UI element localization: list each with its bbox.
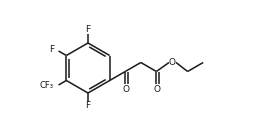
Text: F: F [85,102,90,111]
Text: CF₃: CF₃ [39,82,54,91]
Text: F: F [85,25,90,35]
Text: O: O [169,58,175,67]
Text: O: O [123,85,130,94]
Text: O: O [154,85,161,94]
Text: F: F [49,45,54,55]
